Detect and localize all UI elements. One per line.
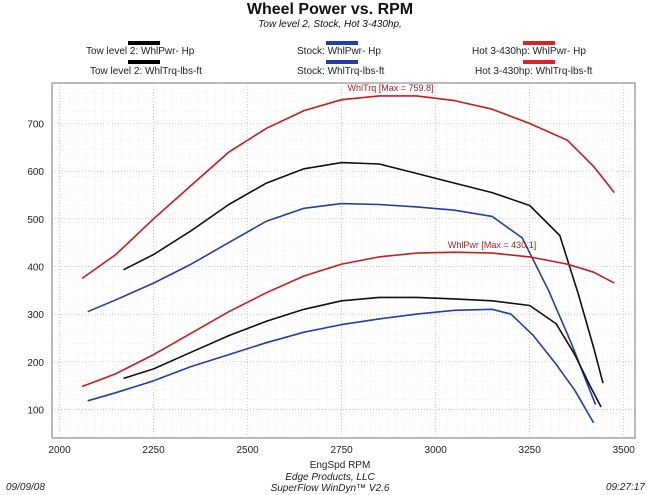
- series-line-0: [81, 95, 615, 280]
- x-tick-label: 2500: [236, 445, 259, 456]
- x-tick-label: 3500: [613, 445, 636, 456]
- legend-swatch-hot-trq: [523, 60, 555, 64]
- legend-label: Stock: WhlTrq-lbs-ft: [297, 66, 385, 77]
- series-line-5: [87, 308, 595, 424]
- y-tick-label: 300: [27, 310, 44, 321]
- chart-subtitle: Tow level 2, Stock, Hot 3-430hp,: [258, 19, 402, 30]
- footer-software: SuperFlow WinDyn™ V2.6: [270, 483, 390, 494]
- legend-label: Stock: WhlPwr- Hp: [297, 46, 381, 57]
- footer-company: Edge Products, LLC: [285, 472, 375, 483]
- y-tick-label: 500: [27, 215, 44, 226]
- plot-background: [51, 82, 636, 439]
- legend-swatch-tow: [128, 41, 160, 45]
- legend-swatch-stock: [326, 41, 358, 45]
- legend-label: Tow level 2: WhlTrq-lbs-ft: [90, 66, 202, 77]
- max-annotation: WhlPwr [Max = 430.1]: [448, 240, 536, 250]
- series-line-4: [123, 296, 602, 408]
- series-line-3: [81, 251, 615, 388]
- x-tick-label: 2750: [330, 445, 353, 456]
- footer-time: 09:27:17: [606, 482, 645, 493]
- legend-label: Hot 3-430hp: WhlPwr- Hp: [472, 46, 586, 57]
- y-tick-label: 700: [27, 120, 44, 131]
- y-tick-label: 400: [27, 262, 44, 273]
- x-tick-label: 3000: [425, 445, 448, 456]
- x-tick-label: 2000: [48, 445, 71, 456]
- series-line-2: [87, 202, 597, 405]
- y-tick-label: 600: [27, 167, 44, 178]
- max-annotation: WhlTrq [Max = 759.8]: [348, 83, 434, 93]
- y-tick-label: 200: [27, 358, 44, 369]
- y-tick-label: 100: [27, 405, 44, 416]
- legend-label: Hot 3-430hp: WhlTrq-lbs-ft: [475, 66, 593, 77]
- x-tick-label: 3250: [519, 445, 542, 456]
- x-axis-label: EngSpd RPM: [310, 460, 371, 471]
- x-tick-label: 2250: [142, 445, 165, 456]
- legend-label: Tow level 2: WhlPwr- Hp: [86, 46, 195, 57]
- legend-swatch-stock-trq: [326, 60, 358, 64]
- legend-swatch-hot: [523, 41, 555, 45]
- legend-swatch-tow-trq: [128, 60, 160, 64]
- chart-title: Wheel Power vs. RPM: [246, 1, 414, 18]
- footer-date: 09/09/08: [6, 482, 45, 493]
